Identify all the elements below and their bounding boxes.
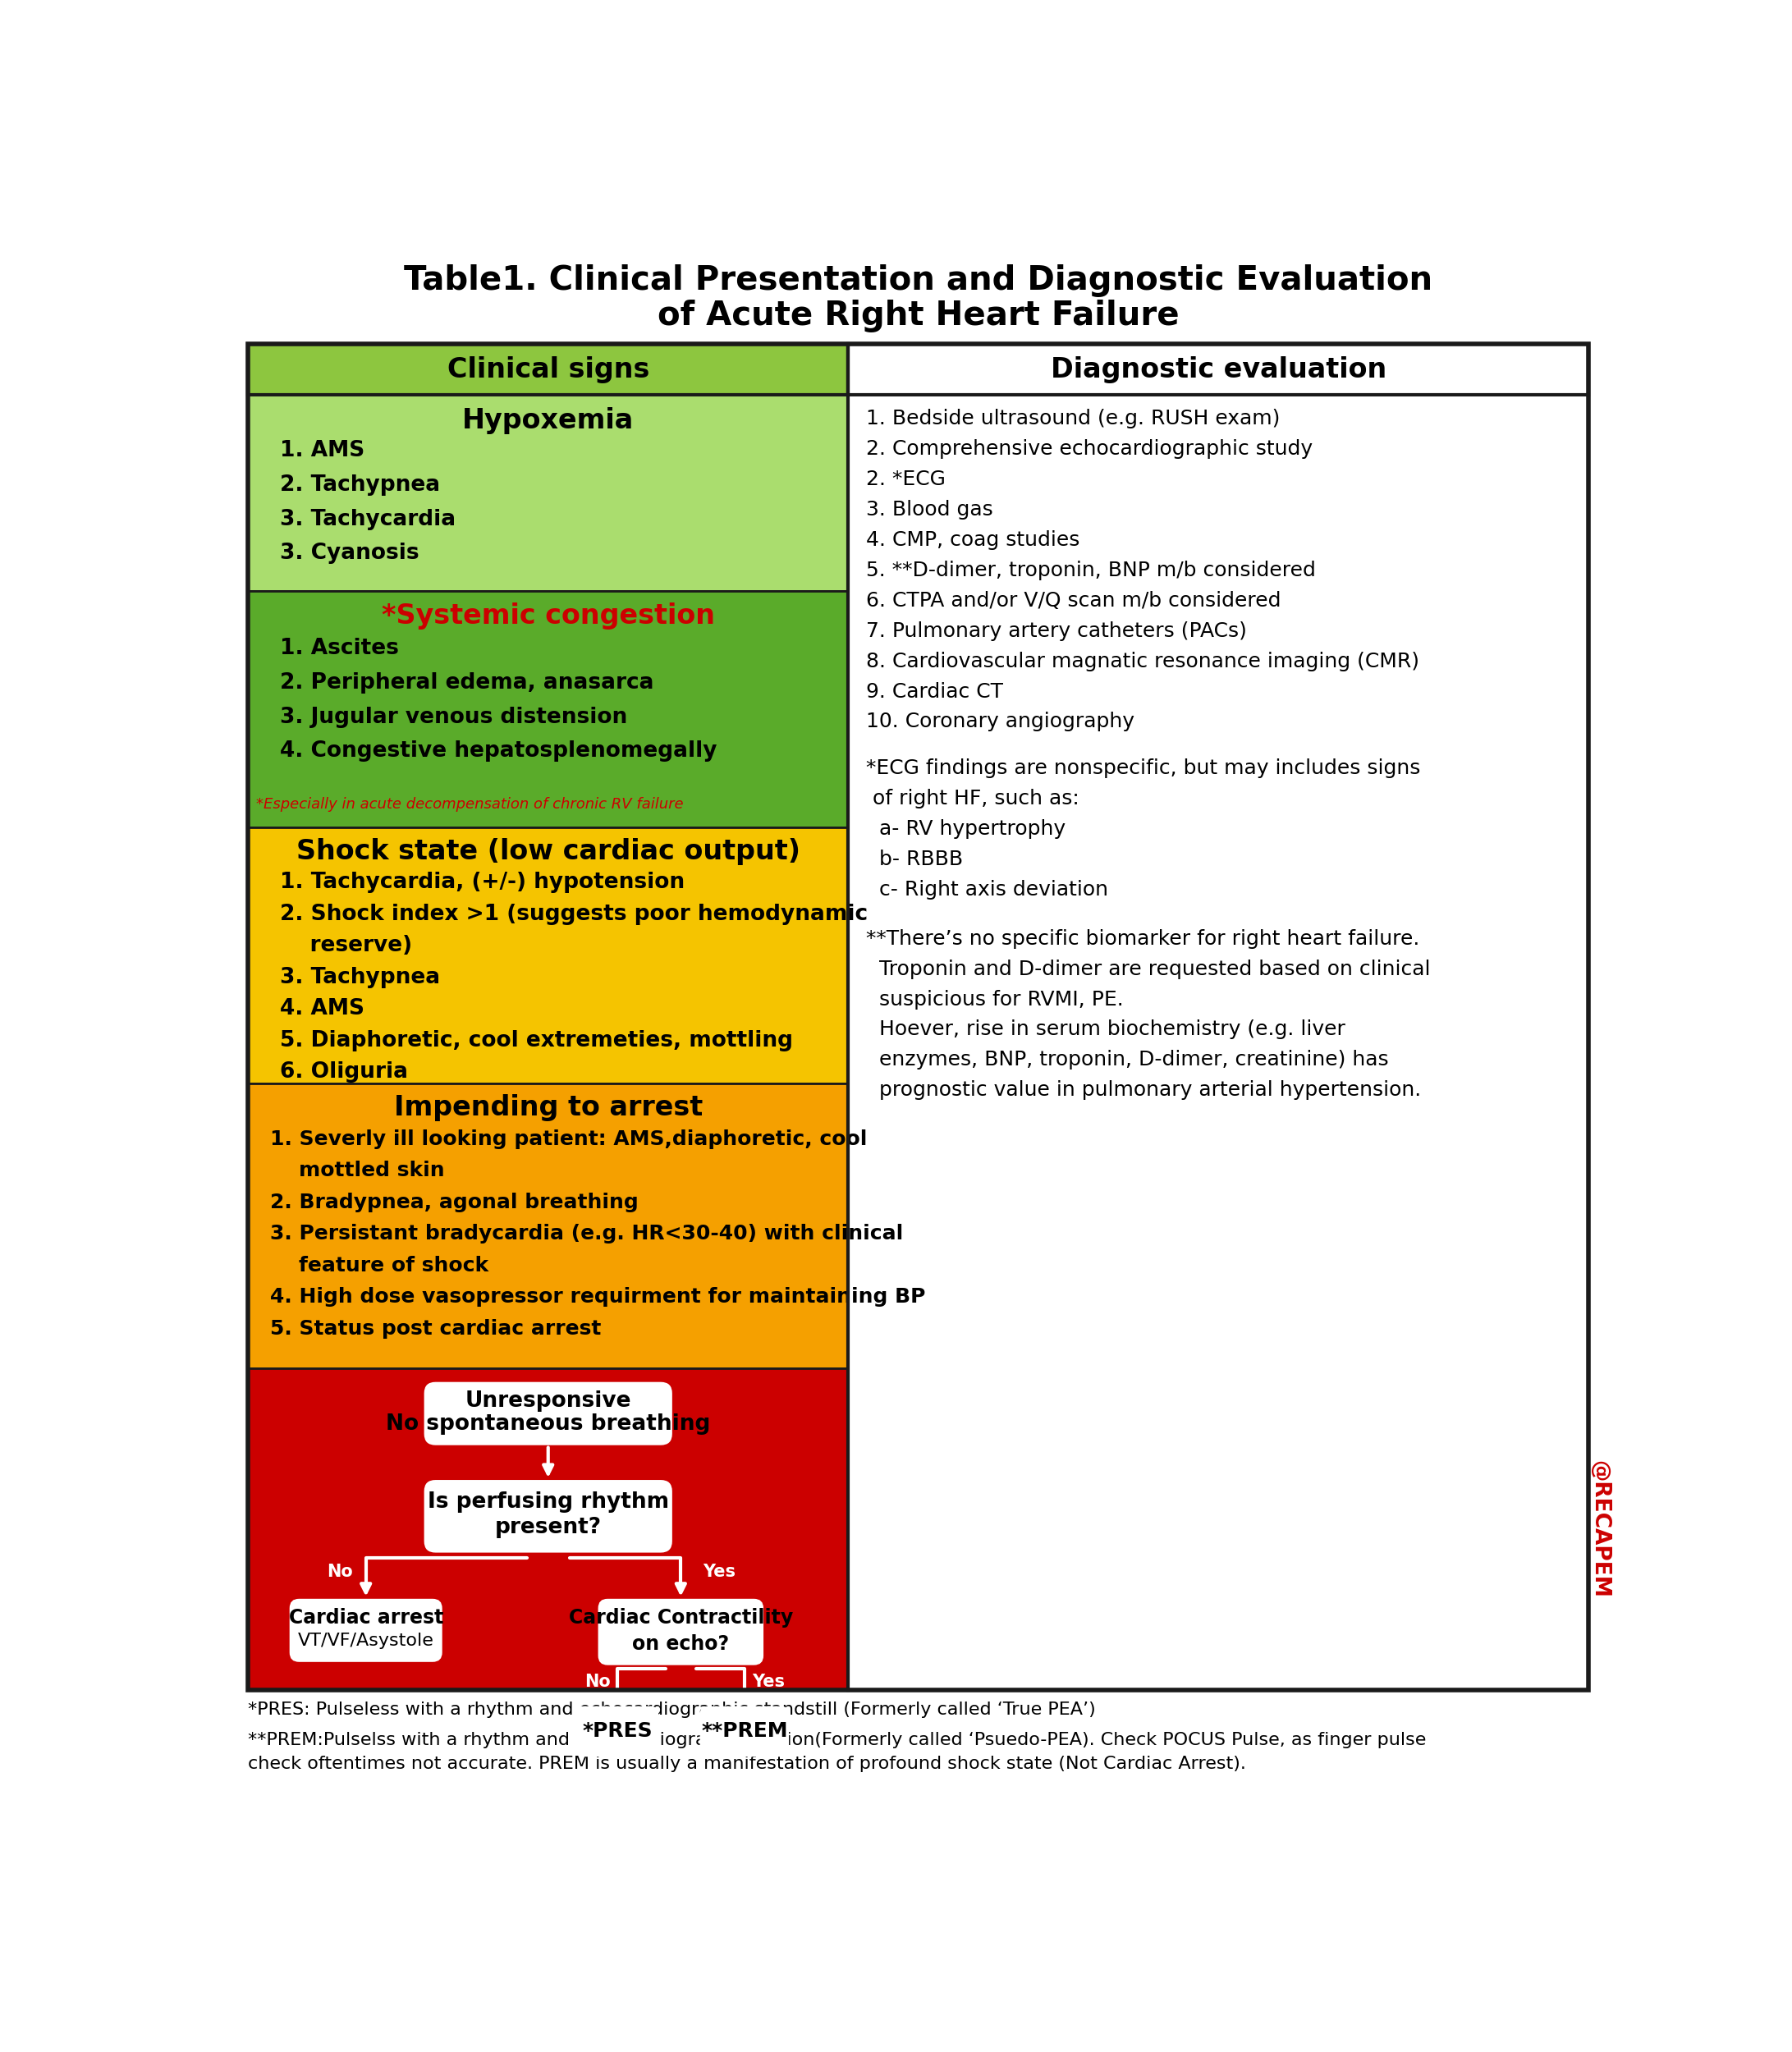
Text: 4. High dose vasopressor requirment for maintaining BP: 4. High dose vasopressor requirment for …	[271, 1287, 926, 1307]
Text: Table1. Clinical Presentation and Diagnostic Evaluation: Table1. Clinical Presentation and Diagno…	[403, 265, 1434, 298]
Text: 1. Severly ill looking patient: AMS,diaphoretic, cool: 1. Severly ill looking patient: AMS,diap…	[271, 1129, 867, 1149]
Text: *ECG findings are nonspecific, but may includes signs: *ECG findings are nonspecific, but may i…	[866, 757, 1421, 778]
Text: suspicious for RVMI, PE.: suspicious for RVMI, PE.	[866, 989, 1124, 1010]
FancyBboxPatch shape	[575, 1705, 658, 1757]
Text: Cardiac arrest: Cardiac arrest	[289, 1609, 443, 1627]
Text: b- RBBB: b- RBBB	[866, 850, 962, 868]
Text: 6. CTPA and/or V/Q scan m/b considered: 6. CTPA and/or V/Q scan m/b considered	[866, 591, 1281, 609]
Text: 1. Bedside ultrasound (e.g. RUSH exam): 1. Bedside ultrasound (e.g. RUSH exam)	[866, 408, 1279, 429]
Text: c- Right axis deviation: c- Right axis deviation	[866, 880, 1107, 899]
Text: 3. Jugular venous distension: 3. Jugular venous distension	[280, 706, 627, 728]
Text: 3. Tachypnea: 3. Tachypnea	[280, 966, 441, 989]
Bar	[247, 827, 848, 1083]
Text: Hoever, rise in serum biochemistry (e.g. liver: Hoever, rise in serum biochemistry (e.g.…	[866, 1020, 1346, 1040]
Text: feature of shock: feature of shock	[271, 1256, 489, 1274]
Bar	[247, 1369, 848, 1691]
Text: Unresponsive: Unresponsive	[464, 1391, 631, 1412]
Text: **PREM:Pulselss with a rhythm and echocardiographic motion(Formerly called ‘Psue: **PREM:Pulselss with a rhythm and echoca…	[247, 1732, 1426, 1773]
Text: 2. Shock index >1 (suggests poor hemodynamic: 2. Shock index >1 (suggests poor hemodyn…	[280, 903, 867, 925]
Text: 4. CMP, coag studies: 4. CMP, coag studies	[866, 529, 1079, 550]
Text: Clinical signs: Clinical signs	[446, 355, 649, 384]
Text: Hypoxemia: Hypoxemia	[462, 408, 634, 435]
Text: 10. Coronary angiography: 10. Coronary angiography	[866, 712, 1134, 733]
Text: *Systemic congestion: *Systemic congestion	[382, 601, 715, 630]
Text: No spontaneous breathing: No spontaneous breathing	[385, 1414, 710, 1434]
Text: mottled skin: mottled skin	[271, 1161, 444, 1180]
Text: 9. Cardiac CT: 9. Cardiac CT	[866, 681, 1004, 702]
Text: *PRES: Pulseless with a rhythm and echocardiographic standstill (Formerly called: *PRES: Pulseless with a rhythm and echoc…	[247, 1701, 1097, 1718]
Bar	[247, 1083, 848, 1369]
Text: VT/VF/Asystole: VT/VF/Asystole	[297, 1633, 434, 1650]
Text: *Especially in acute decompensation of chronic RV failure: *Especially in acute decompensation of c…	[256, 798, 683, 813]
Text: a- RV hypertrophy: a- RV hypertrophy	[866, 819, 1066, 839]
Text: Cardiac Contractility: Cardiac Contractility	[568, 1609, 792, 1627]
Text: Diagnostic evaluation: Diagnostic evaluation	[1050, 355, 1387, 384]
Text: 5. Status post cardiac arrest: 5. Status post cardiac arrest	[271, 1319, 602, 1338]
Text: 7. Pulmonary artery catheters (PACs): 7. Pulmonary artery catheters (PACs)	[866, 622, 1247, 640]
Text: Troponin and D-dimer are requested based on clinical: Troponin and D-dimer are requested based…	[866, 958, 1430, 979]
Text: Yes: Yes	[753, 1672, 785, 1689]
FancyBboxPatch shape	[701, 1705, 788, 1757]
Text: 2. Bradypnea, agonal breathing: 2. Bradypnea, agonal breathing	[271, 1192, 638, 1213]
FancyBboxPatch shape	[290, 1599, 443, 1662]
Bar	[247, 345, 848, 394]
Text: 2. Comprehensive echocardiographic study: 2. Comprehensive echocardiographic study	[866, 439, 1312, 460]
Text: **There’s no specific biomarker for right heart failure.: **There’s no specific biomarker for righ…	[866, 930, 1419, 948]
Text: of right HF, such as:: of right HF, such as:	[866, 788, 1079, 808]
Text: reserve): reserve)	[280, 936, 412, 956]
Text: No: No	[328, 1564, 353, 1580]
Text: @RECAPEM: @RECAPEM	[1590, 1461, 1609, 1599]
Text: 3. Persistant bradycardia (e.g. HR<30-40) with clinical: 3. Persistant bradycardia (e.g. HR<30-40…	[271, 1223, 903, 1244]
Text: 6. Oliguria: 6. Oliguria	[280, 1061, 409, 1083]
FancyBboxPatch shape	[425, 1381, 672, 1445]
Text: present?: present?	[495, 1516, 602, 1539]
Text: No: No	[584, 1672, 611, 1689]
Text: Yes: Yes	[702, 1564, 737, 1580]
Text: 5. Diaphoretic, cool extremeties, mottling: 5. Diaphoretic, cool extremeties, mottli…	[280, 1030, 794, 1051]
Text: Is perfusing rhythm: Is perfusing rhythm	[428, 1492, 668, 1512]
Text: 1. AMS: 1. AMS	[280, 441, 366, 462]
Text: 3. Tachycardia: 3. Tachycardia	[280, 509, 455, 529]
Text: 1. Ascites: 1. Ascites	[280, 638, 400, 659]
Text: 4. Congestive hepatosplenomegally: 4. Congestive hepatosplenomegally	[280, 741, 717, 761]
Text: 1. Tachycardia, (+/-) hypotension: 1. Tachycardia, (+/-) hypotension	[280, 872, 685, 893]
Text: 2. Tachypnea: 2. Tachypnea	[280, 474, 441, 497]
Text: Shock state (low cardiac output): Shock state (low cardiac output)	[296, 837, 801, 864]
Text: **PREM: **PREM	[701, 1722, 788, 1742]
Bar	[247, 345, 1590, 1691]
Bar	[848, 345, 1590, 394]
Text: of Acute Right Heart Failure: of Acute Right Heart Failure	[658, 300, 1179, 332]
Text: *PRES: *PRES	[582, 1722, 652, 1742]
Text: 3. Blood gas: 3. Blood gas	[866, 501, 993, 519]
Bar	[247, 591, 848, 827]
Text: enzymes, BNP, troponin, D-dimer, creatinine) has: enzymes, BNP, troponin, D-dimer, creatin…	[866, 1051, 1389, 1069]
Text: on echo?: on echo?	[633, 1633, 729, 1654]
FancyBboxPatch shape	[425, 1479, 672, 1553]
Text: 2. *ECG: 2. *ECG	[866, 470, 946, 488]
Text: 3. Cyanosis: 3. Cyanosis	[280, 542, 419, 564]
Text: prognostic value in pulmonary arterial hypertension.: prognostic value in pulmonary arterial h…	[866, 1081, 1421, 1100]
FancyBboxPatch shape	[599, 1599, 763, 1664]
Text: Impending to arrest: Impending to arrest	[394, 1094, 702, 1120]
Text: 8. Cardiovascular magnatic resonance imaging (CMR): 8. Cardiovascular magnatic resonance ima…	[866, 650, 1419, 671]
Bar	[247, 394, 848, 591]
Text: 4. AMS: 4. AMS	[280, 999, 364, 1020]
Text: 5. **D-dimer, troponin, BNP m/b considered: 5. **D-dimer, troponin, BNP m/b consider…	[866, 560, 1315, 581]
Text: 2. Peripheral edema, anasarca: 2. Peripheral edema, anasarca	[280, 673, 654, 694]
Bar	[848, 394, 1590, 1691]
